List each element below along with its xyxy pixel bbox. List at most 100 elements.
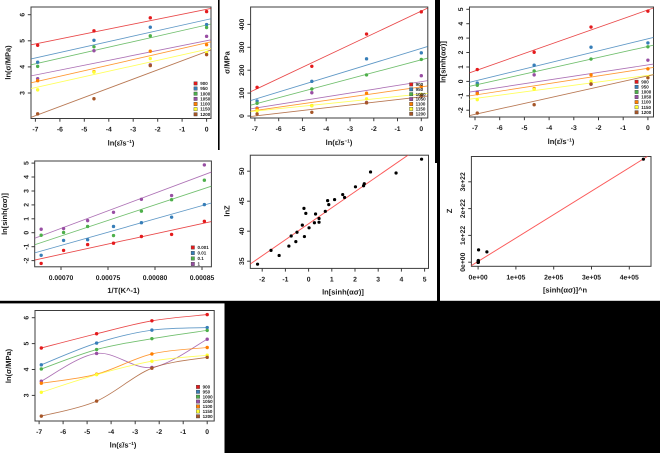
svg-text:5: 5 bbox=[458, 7, 465, 11]
svg-text:1150: 1150 bbox=[416, 106, 426, 111]
svg-text:4e+05: 4e+05 bbox=[620, 274, 639, 281]
svg-text:-6: -6 bbox=[276, 126, 282, 133]
svg-text:3: 3 bbox=[20, 91, 27, 95]
svg-text:950: 950 bbox=[416, 87, 424, 92]
svg-text:1000: 1000 bbox=[200, 91, 211, 96]
svg-text:-6: -6 bbox=[57, 127, 63, 134]
svg-text:0.00085: 0.00085 bbox=[190, 275, 215, 282]
svg-text:0: 0 bbox=[307, 276, 311, 283]
svg-text:0: 0 bbox=[458, 79, 465, 83]
svg-text:ln(ε̇/s−1): ln(ε̇/s−1) bbox=[326, 138, 353, 147]
svg-text:lnZ: lnZ bbox=[223, 205, 232, 217]
svg-text:0.00070: 0.00070 bbox=[49, 275, 74, 282]
svg-text:-3: -3 bbox=[571, 125, 577, 132]
svg-text:-1: -1 bbox=[620, 125, 626, 132]
svg-text:0.001: 0.001 bbox=[198, 245, 210, 250]
svg-text:2: 2 bbox=[353, 276, 357, 283]
svg-text:-5: -5 bbox=[81, 127, 87, 134]
svg-text:1100: 1100 bbox=[200, 102, 210, 107]
svg-text:1e+22: 1e+22 bbox=[460, 226, 467, 245]
svg-text:900: 900 bbox=[203, 384, 211, 389]
svg-text:-5: -5 bbox=[521, 125, 527, 132]
svg-text:4: 4 bbox=[400, 276, 404, 283]
svg-text:200: 200 bbox=[239, 64, 246, 76]
svg-text:ln(ε̇/s−1): ln(ε̇/s−1) bbox=[110, 440, 137, 449]
svg-text:1050: 1050 bbox=[200, 96, 211, 101]
svg-text:-2: -2 bbox=[155, 127, 161, 134]
svg-text:0: 0 bbox=[205, 127, 209, 134]
svg-text:0.1: 0.1 bbox=[198, 256, 205, 261]
svg-text:4: 4 bbox=[24, 367, 31, 371]
svg-text:0: 0 bbox=[646, 125, 650, 132]
svg-text:400: 400 bbox=[239, 19, 246, 31]
svg-text:1100: 1100 bbox=[203, 404, 213, 409]
svg-text:-4: -4 bbox=[546, 125, 552, 132]
svg-text:-3: -3 bbox=[347, 126, 353, 133]
svg-text:2e+22: 2e+22 bbox=[460, 199, 467, 218]
svg-text:1/T(K^-1): 1/T(K^-1) bbox=[107, 286, 140, 295]
svg-text:-5: -5 bbox=[84, 429, 90, 436]
svg-text:950: 950 bbox=[203, 389, 211, 394]
svg-text:-5: -5 bbox=[299, 126, 305, 133]
svg-text:3: 3 bbox=[23, 189, 30, 193]
svg-text:3e+05: 3e+05 bbox=[582, 274, 601, 281]
svg-text:0.01: 0.01 bbox=[198, 251, 207, 256]
svg-text:4: 4 bbox=[23, 175, 30, 179]
svg-text:4: 4 bbox=[20, 65, 27, 69]
svg-text:Z: Z bbox=[445, 208, 454, 213]
svg-text:100: 100 bbox=[239, 87, 246, 99]
svg-text:-4: -4 bbox=[106, 127, 112, 134]
svg-text:-2: -2 bbox=[595, 125, 601, 132]
svg-text:0.00075: 0.00075 bbox=[96, 275, 121, 282]
svg-text:1150: 1150 bbox=[641, 105, 651, 110]
svg-text:0e+00: 0e+00 bbox=[469, 274, 488, 281]
svg-text:ln[sinh(ασ)]: ln[sinh(ασ)] bbox=[0, 193, 9, 235]
svg-text:-4: -4 bbox=[323, 126, 329, 133]
svg-text:3: 3 bbox=[376, 276, 380, 283]
svg-text:1150: 1150 bbox=[200, 107, 210, 112]
svg-text:50: 50 bbox=[239, 167, 246, 175]
svg-text:2: 2 bbox=[23, 203, 30, 207]
svg-text:1: 1 bbox=[23, 217, 30, 221]
svg-text:-2: -2 bbox=[458, 107, 465, 113]
svg-text:1050: 1050 bbox=[203, 399, 214, 404]
svg-text:ln(ε̇/s−1): ln(ε̇/s−1) bbox=[108, 138, 135, 147]
svg-text:0: 0 bbox=[419, 126, 423, 133]
svg-text:-6: -6 bbox=[60, 429, 66, 436]
svg-text:6: 6 bbox=[24, 316, 31, 320]
svg-text:-2: -2 bbox=[259, 276, 265, 283]
svg-text:300: 300 bbox=[239, 41, 246, 53]
svg-text:0: 0 bbox=[23, 231, 30, 235]
svg-text:-4: -4 bbox=[108, 429, 114, 436]
svg-text:900: 900 bbox=[641, 79, 649, 84]
svg-text:3: 3 bbox=[458, 36, 465, 40]
svg-text:-3: -3 bbox=[130, 127, 136, 134]
svg-text:-1: -1 bbox=[458, 93, 465, 99]
svg-text:0: 0 bbox=[205, 429, 209, 436]
svg-text:1000: 1000 bbox=[416, 92, 427, 97]
svg-text:σ/MPa: σ/MPa bbox=[223, 50, 232, 73]
svg-text:-1: -1 bbox=[23, 243, 30, 249]
svg-text:2: 2 bbox=[458, 50, 465, 54]
svg-text:-1: -1 bbox=[179, 127, 185, 134]
svg-text:-7: -7 bbox=[32, 127, 38, 134]
svg-text:1200: 1200 bbox=[203, 414, 214, 419]
svg-text:1: 1 bbox=[330, 276, 334, 283]
svg-text:900: 900 bbox=[200, 81, 208, 86]
svg-text:1100: 1100 bbox=[416, 102, 426, 107]
svg-text:-7: -7 bbox=[252, 126, 258, 133]
svg-text:5: 5 bbox=[24, 341, 31, 345]
svg-text:-1: -1 bbox=[282, 276, 288, 283]
svg-text:-2: -2 bbox=[371, 126, 377, 133]
svg-text:ln[sinh(ασ)]: ln[sinh(ασ)] bbox=[439, 41, 448, 83]
svg-text:1: 1 bbox=[198, 262, 201, 267]
svg-text:ln[sinh(ασ)]: ln[sinh(ασ)] bbox=[322, 288, 364, 297]
svg-text:-2: -2 bbox=[156, 429, 162, 436]
svg-text:-7: -7 bbox=[472, 125, 478, 132]
svg-text:0.00080: 0.00080 bbox=[143, 275, 168, 282]
svg-text:-3: -3 bbox=[132, 429, 138, 436]
svg-text:950: 950 bbox=[641, 84, 649, 89]
svg-text:5: 5 bbox=[20, 39, 27, 43]
svg-text:1050: 1050 bbox=[416, 97, 427, 102]
svg-text:1200: 1200 bbox=[200, 112, 211, 117]
